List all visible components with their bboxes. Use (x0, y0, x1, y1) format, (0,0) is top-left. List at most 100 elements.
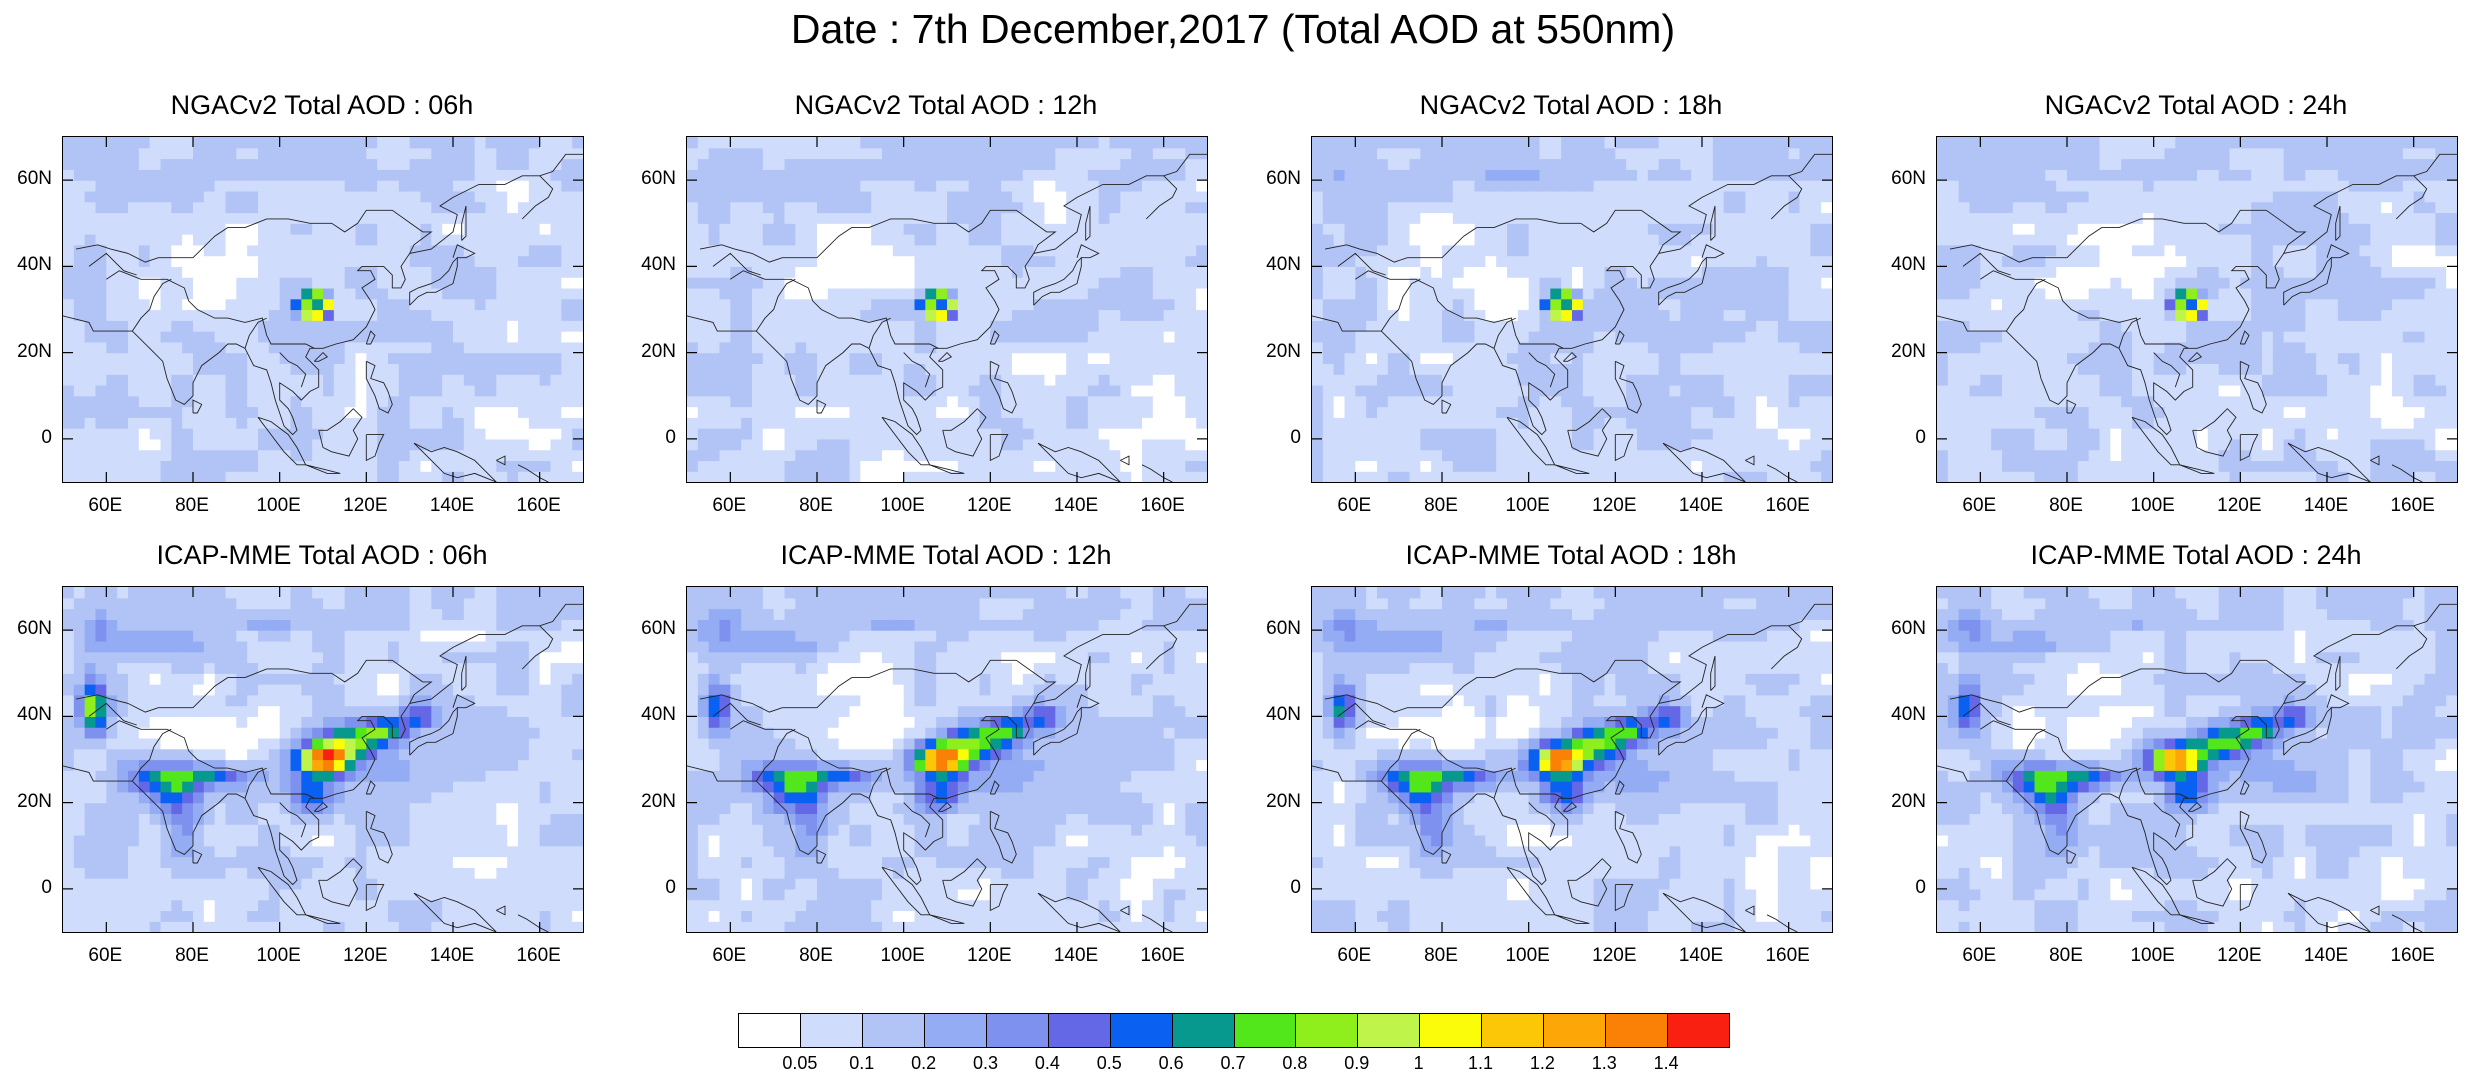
lon-tick-label: 80E (1424, 945, 1458, 967)
lon-tick-label: 100E (1505, 495, 1549, 517)
lat-tick-label: 40N (1266, 704, 1301, 726)
colorbar-box (863, 1014, 925, 1047)
lon-tick-label: 160E (516, 945, 560, 967)
lat-tick-label: 60N (1891, 168, 1926, 190)
lat-tick-label: 20N (1266, 791, 1301, 813)
lat-tick-label: 40N (17, 704, 52, 726)
lon-tick-label: 100E (880, 945, 924, 967)
aod-field (687, 137, 1207, 482)
aod-field (687, 587, 1207, 932)
lon-tick-label: 60E (712, 945, 746, 967)
colorbar-box (739, 1014, 801, 1047)
lat-tick-label: 20N (17, 341, 52, 363)
colorbar-box (1420, 1014, 1482, 1047)
lon-tick-label: 60E (1337, 495, 1371, 517)
colorbar-box (1296, 1014, 1358, 1047)
panel-title: ICAP-MME Total AOD : 18h (1271, 540, 1871, 571)
colorbar-box (1358, 1014, 1420, 1047)
lon-tick-label: 160E (1765, 945, 1809, 967)
lon-tick-label: 80E (2049, 495, 2083, 517)
lon-tick-label: 100E (256, 495, 300, 517)
lat-tick-label: 20N (641, 791, 676, 813)
colorbar-box (1482, 1014, 1544, 1047)
lat-tick-label: 60N (1266, 168, 1301, 190)
lon-tick-label: 140E (1054, 495, 1098, 517)
lon-tick-label: 160E (1140, 945, 1184, 967)
lon-tick-label: 60E (1962, 945, 1996, 967)
lat-tick-label: 20N (641, 341, 676, 363)
lon-tick-label: 80E (799, 945, 833, 967)
lon-tick-label: 120E (1592, 495, 1636, 517)
main-title: Date : 7th December,2017 (Total AOD at 5… (0, 6, 2466, 53)
panel-title: NGACv2 Total AOD : 06h (22, 90, 622, 121)
lat-tick-label: 60N (641, 168, 676, 190)
lat-tick-label: 40N (1891, 704, 1926, 726)
lon-tick-label: 140E (1679, 945, 1723, 967)
colorbar-box (987, 1014, 1049, 1047)
aod-map (686, 136, 1208, 483)
aod-map (62, 136, 584, 483)
lon-tick-label: 100E (256, 945, 300, 967)
lon-tick-label: 60E (712, 495, 746, 517)
lat-tick-label: 0 (1915, 877, 1926, 899)
lon-tick-label: 100E (2130, 495, 2174, 517)
lon-tick-label: 120E (2217, 495, 2261, 517)
panel-title: ICAP-MME Total AOD : 06h (22, 540, 622, 571)
lat-tick-label: 0 (1915, 427, 1926, 449)
lon-tick-label: 80E (1424, 495, 1458, 517)
lon-tick-label: 120E (343, 495, 387, 517)
lat-tick-label: 60N (17, 168, 52, 190)
lat-tick-label: 40N (1266, 254, 1301, 276)
lat-tick-label: 40N (641, 704, 676, 726)
lat-tick-label: 40N (1891, 254, 1926, 276)
aod-map (1311, 586, 1833, 933)
aod-map (1311, 136, 1833, 483)
lon-tick-label: 60E (88, 495, 122, 517)
colorbar-box (801, 1014, 863, 1047)
panel-title: ICAP-MME Total AOD : 24h (1896, 540, 2466, 571)
lat-tick-label: 60N (1266, 618, 1301, 640)
aod-map (1936, 586, 2458, 933)
lon-tick-label: 160E (1765, 495, 1809, 517)
aod-field (1312, 137, 1832, 482)
colorbar-box (1049, 1014, 1111, 1047)
lon-tick-label: 120E (343, 945, 387, 967)
lat-tick-label: 0 (665, 427, 676, 449)
panel-title: ICAP-MME Total AOD : 12h (646, 540, 1246, 571)
aod-field (63, 587, 583, 932)
lat-tick-label: 60N (1891, 618, 1926, 640)
lon-tick-label: 80E (2049, 945, 2083, 967)
colorbar-box (1173, 1014, 1235, 1047)
aod-field (63, 137, 583, 482)
lat-tick-label: 0 (665, 877, 676, 899)
colorbar-box (1544, 1014, 1606, 1047)
lon-tick-label: 120E (967, 945, 1011, 967)
lat-tick-label: 20N (1891, 341, 1926, 363)
lon-tick-label: 160E (2390, 945, 2434, 967)
lat-tick-label: 0 (1290, 877, 1301, 899)
lat-tick-label: 40N (641, 254, 676, 276)
lon-tick-label: 80E (175, 495, 209, 517)
colorbar-box (1235, 1014, 1297, 1047)
aod-map (62, 586, 584, 933)
lon-tick-label: 140E (1054, 945, 1098, 967)
lon-tick-label: 140E (2304, 945, 2348, 967)
lon-tick-label: 100E (880, 495, 924, 517)
lon-tick-label: 100E (2130, 945, 2174, 967)
lon-tick-label: 160E (516, 495, 560, 517)
aod-field (1937, 137, 2457, 482)
colorbar-box (925, 1014, 987, 1047)
colorbar-box (1668, 1014, 1729, 1047)
aod-map (686, 586, 1208, 933)
panel-title: NGACv2 Total AOD : 12h (646, 90, 1246, 121)
lon-tick-label: 140E (430, 945, 474, 967)
lon-tick-label: 80E (175, 945, 209, 967)
colorbar-box (1111, 1014, 1173, 1047)
lat-tick-label: 60N (17, 618, 52, 640)
lon-tick-label: 100E (1505, 945, 1549, 967)
lon-tick-label: 160E (1140, 495, 1184, 517)
lon-tick-label: 140E (2304, 495, 2348, 517)
lon-tick-label: 120E (1592, 945, 1636, 967)
lat-tick-label: 20N (1266, 341, 1301, 363)
colorbar (738, 1013, 1730, 1048)
